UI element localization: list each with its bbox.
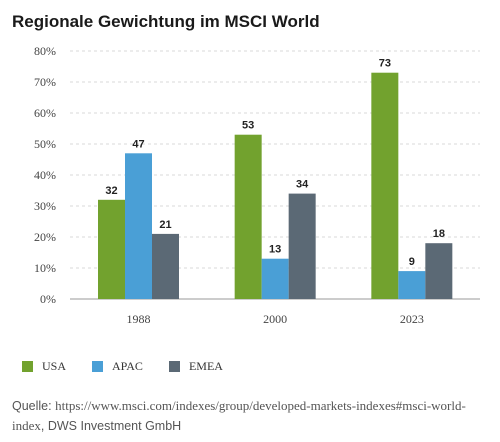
source-link[interactable]: https://www.msci.com/indexes/group/devel… [12,398,466,433]
bar-emea-2023 [425,243,453,299]
legend-swatch-apac [92,361,104,372]
source-prefix: Quelle: [12,399,56,413]
legend-item-emea: EMEA [168,359,223,374]
x-tick-label: 2000 [263,312,287,326]
legend-item-usa: USA [22,359,66,374]
bar-usa-2000 [234,134,262,299]
bar-apac-2000 [261,258,289,299]
y-tick-label: 0% [40,292,56,306]
bar-apac-2023 [398,271,426,299]
source-suffix: , DWS Investment GmbH [40,419,182,433]
legend: USA APAC EMEA [22,359,249,374]
y-tick-label: 50% [34,137,56,151]
legend-item-apac: APAC [92,359,143,374]
x-tick-label: 2023 [400,312,424,326]
bar-emea-1988 [152,233,179,299]
legend-swatch-emea [168,361,180,372]
data-label: 13 [269,244,281,256]
y-tick-label: 10% [34,261,56,275]
y-tick-label: 30% [34,199,56,213]
data-label: 18 [433,228,445,240]
legend-label-apac: APAC [112,359,143,373]
bar-usa-1988 [98,199,125,299]
data-label: 47 [132,138,144,150]
bar-usa-2023 [371,72,399,299]
chart-title: Regionale Gewichtung im MSCI World [12,12,320,31]
data-label: 34 [296,179,309,191]
bar-apac-1988 [125,153,152,299]
y-tick-label: 80% [34,44,56,58]
data-label: 9 [409,256,415,268]
data-label: 73 [379,58,391,70]
legend-label-usa: USA [42,359,67,373]
y-tick-label: 40% [34,168,56,182]
y-tick-label: 60% [34,106,56,120]
x-tick-label: 1988 [127,312,151,326]
data-label: 32 [105,185,117,197]
data-label: 21 [159,219,171,231]
bar-chart: 0% 10% 20% 30% 40% 50% 60% 70% 80% 32 47 21 1988 53 13… [34,44,480,326]
y-tick-label: 70% [34,75,56,89]
y-tick-label: 20% [34,230,56,244]
legend-label-emea: EMEA [188,359,223,373]
data-label: 53 [242,120,254,132]
bar-emea-2000 [288,193,316,299]
legend-swatch-usa [22,361,33,372]
source-note: Quelle: https://www.msci.com/indexes/gro… [12,396,488,436]
